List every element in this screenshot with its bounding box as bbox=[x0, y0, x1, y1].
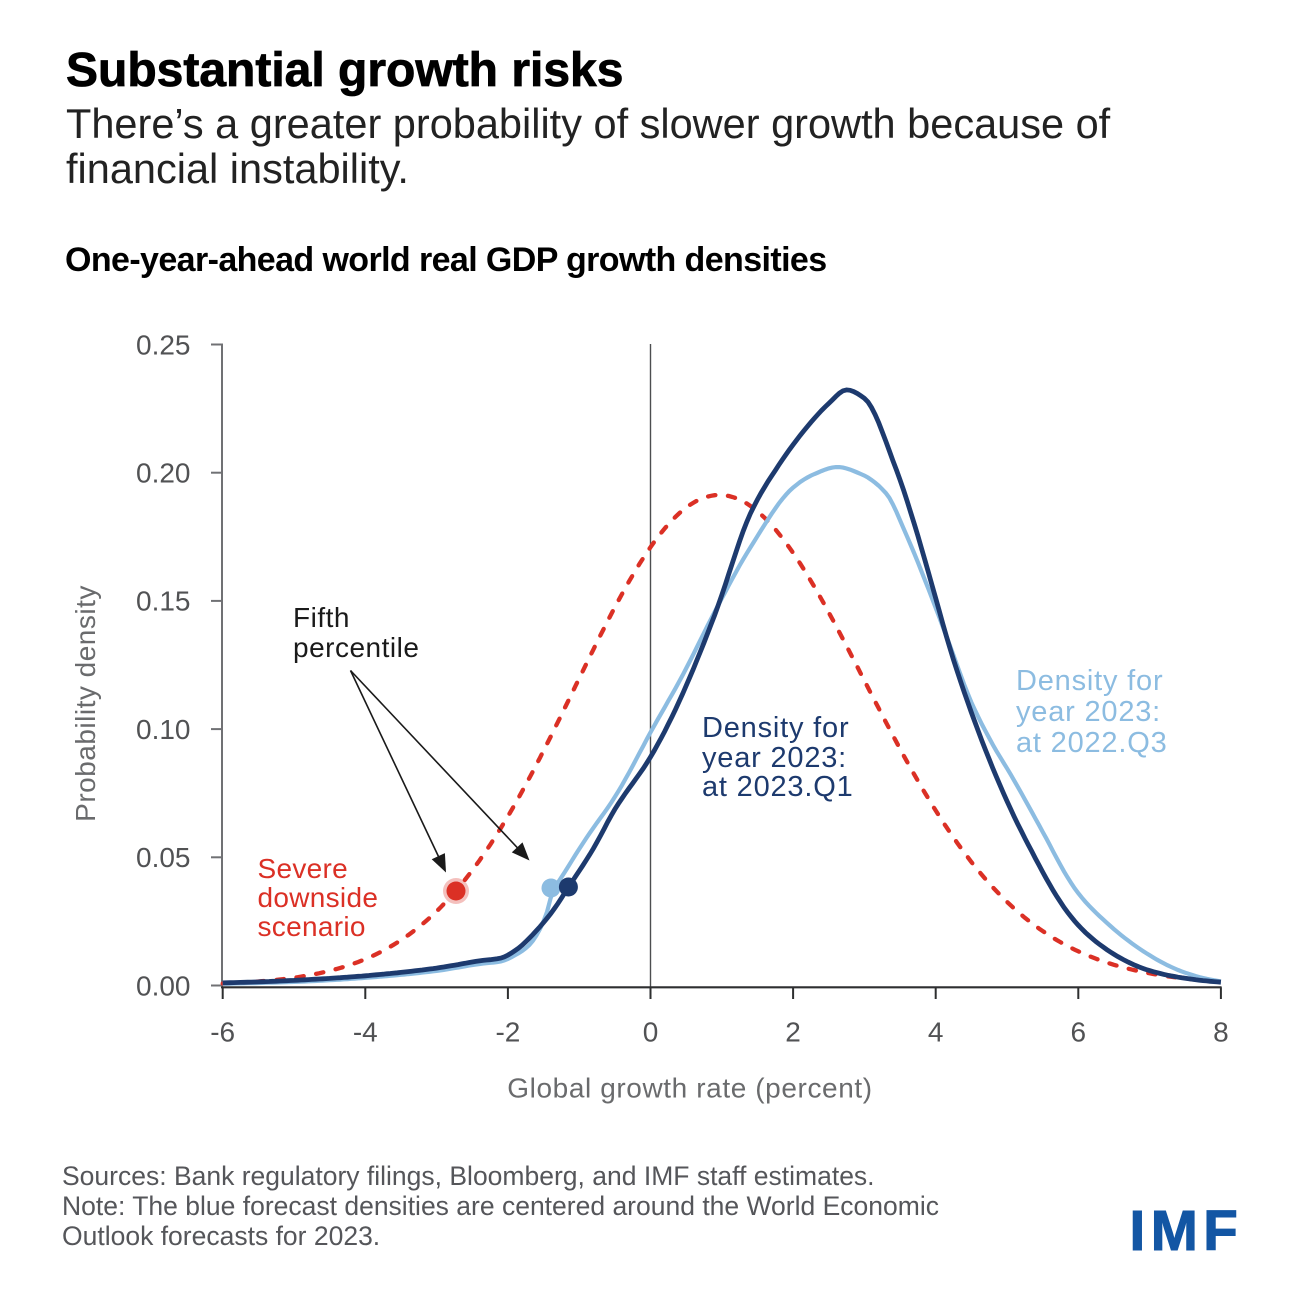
svg-text:8: 8 bbox=[1213, 1017, 1229, 1048]
svg-text:Global growth rate (percent): Global growth rate (percent) bbox=[507, 1073, 872, 1104]
svg-text:0.15: 0.15 bbox=[136, 586, 191, 617]
svg-text:0: 0 bbox=[643, 1017, 659, 1048]
svg-text:0.10: 0.10 bbox=[136, 714, 191, 745]
svg-text:0.20: 0.20 bbox=[136, 458, 191, 489]
svg-text:-2: -2 bbox=[495, 1017, 520, 1048]
svg-text:0.25: 0.25 bbox=[136, 329, 191, 360]
svg-text:Probability density: Probability density bbox=[70, 585, 101, 822]
svg-text:-6: -6 bbox=[210, 1017, 235, 1048]
svg-text:0.05: 0.05 bbox=[136, 842, 191, 873]
svg-text:6: 6 bbox=[1071, 1017, 1087, 1048]
svg-text:0.00: 0.00 bbox=[136, 970, 191, 1001]
svg-text:-4: -4 bbox=[353, 1017, 378, 1048]
svg-text:2: 2 bbox=[785, 1017, 801, 1048]
svg-text:4: 4 bbox=[928, 1017, 944, 1048]
